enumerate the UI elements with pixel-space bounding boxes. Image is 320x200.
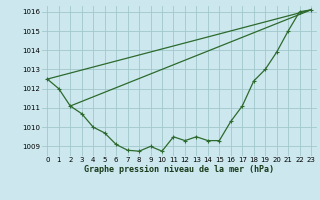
- X-axis label: Graphe pression niveau de la mer (hPa): Graphe pression niveau de la mer (hPa): [84, 165, 274, 174]
